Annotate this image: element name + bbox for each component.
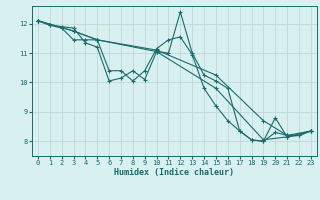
X-axis label: Humidex (Indice chaleur): Humidex (Indice chaleur) xyxy=(115,168,234,177)
